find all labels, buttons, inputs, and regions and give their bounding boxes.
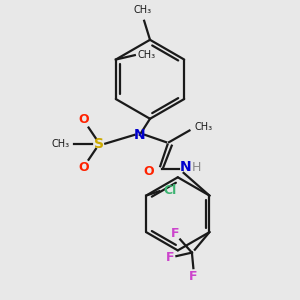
Text: H: H (191, 160, 201, 173)
Text: O: O (143, 165, 154, 178)
Text: Cl: Cl (164, 184, 177, 197)
Text: O: O (79, 113, 89, 126)
Text: CH₃: CH₃ (138, 50, 156, 60)
Text: CH₃: CH₃ (194, 122, 213, 132)
Text: F: F (171, 226, 179, 239)
Text: O: O (79, 161, 89, 174)
Text: CH₃: CH₃ (134, 5, 152, 15)
Text: CH₃: CH₃ (51, 139, 70, 148)
Text: F: F (189, 269, 198, 283)
Text: S: S (94, 136, 104, 151)
Text: F: F (166, 251, 174, 264)
Text: N: N (134, 128, 146, 142)
Text: N: N (179, 160, 191, 174)
